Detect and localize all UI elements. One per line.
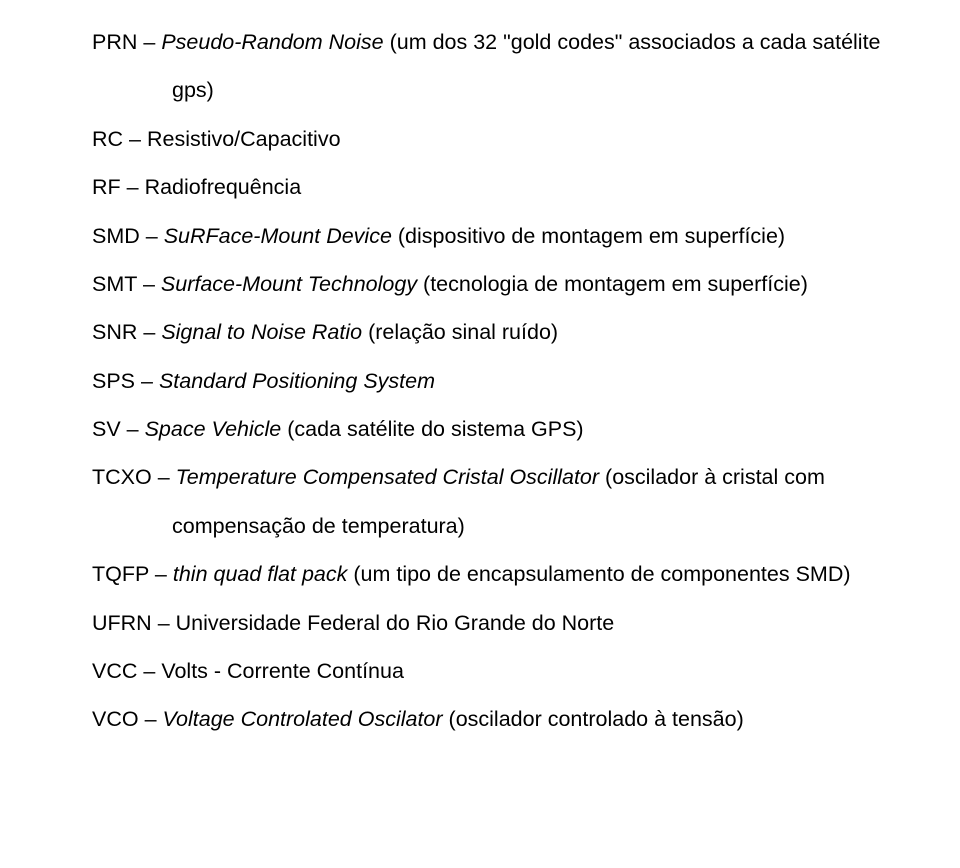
glossary-entry: SV – Space Vehicle (cada satélite do sis… [92, 405, 888, 453]
glossary-entry-continuation: gps) [92, 66, 888, 114]
term-definition-paren: (oscilador controlado à tensão) [449, 707, 744, 731]
term-definition: Resistivo/Capacitivo [147, 127, 341, 151]
term-definition-paren: (cada satélite do sistema GPS) [287, 417, 583, 441]
dash-separator: – [121, 417, 145, 441]
dash-separator: – [140, 224, 164, 248]
term-abbrev: PRN [92, 30, 137, 54]
glossary-entry: SPS – Standard Positioning System [92, 357, 888, 405]
term-abbrev: RF [92, 175, 121, 199]
term-definition-italic: Space Vehicle [145, 417, 288, 441]
term-abbrev: TCXO [92, 465, 152, 489]
dash-separator: – [137, 272, 161, 296]
term-definition-italic: Surface-Mount Technology [161, 272, 423, 296]
term-abbrev: SMD [92, 224, 140, 248]
glossary-entry: PRN – Pseudo-Random Noise (um dos 32 "go… [92, 18, 888, 66]
term-definition-paren: (tecnologia de montagem em superfície) [423, 272, 808, 296]
dash-separator: – [139, 707, 163, 731]
term-definition-paren: (um tipo de encapsulamento de componente… [353, 562, 850, 586]
dash-separator: – [137, 320, 161, 344]
term-abbrev: SNR [92, 320, 137, 344]
dash-separator: – [135, 369, 159, 393]
term-definition-italic: Voltage Controlated Oscilator [163, 707, 449, 731]
glossary-entry: VCO – Voltage Controlated Oscilator (osc… [92, 695, 888, 743]
term-abbrev: SV [92, 417, 121, 441]
term-definition-italic: Temperature Compensated Cristal Oscillat… [176, 465, 605, 489]
term-abbrev: SMT [92, 272, 137, 296]
glossary-entry: SMT – Surface-Mount Technology (tecnolog… [92, 260, 888, 308]
dash-separator: – [123, 127, 147, 151]
term-continuation: compensação de temperatura) [172, 514, 465, 538]
dash-separator: – [137, 659, 161, 683]
glossary-entry: RC – Resistivo/Capacitivo [92, 115, 888, 163]
term-abbrev: TQFP [92, 562, 149, 586]
glossary-page: PRN – Pseudo-Random Noise (um dos 32 "go… [0, 0, 960, 744]
term-definition-italic: SuRFace-Mount Device [164, 224, 398, 248]
dash-separator: – [121, 175, 145, 199]
glossary-entry: SMD – SuRFace-Mount Device (dispositivo … [92, 212, 888, 260]
term-abbrev: VCO [92, 707, 139, 731]
glossary-entry: UFRN – Universidade Federal do Rio Grand… [92, 599, 888, 647]
term-abbrev: RC [92, 127, 123, 151]
term-abbrev: SPS [92, 369, 135, 393]
glossary-entry: TQFP – thin quad flat pack (um tipo de e… [92, 550, 888, 598]
glossary-entry: VCC – Volts - Corrente Contínua [92, 647, 888, 695]
term-definition: Volts - Corrente Contínua [161, 659, 404, 683]
term-definition: Radiofrequência [145, 175, 302, 199]
dash-separator: – [149, 562, 173, 586]
term-definition-italic: Pseudo-Random Noise [161, 30, 389, 54]
term-definition-paren: (um dos 32 "gold codes" associados a cad… [390, 30, 881, 54]
glossary-entry: SNR – Signal to Noise Ratio (relação sin… [92, 308, 888, 356]
term-definition: Universidade Federal do Rio Grande do No… [176, 611, 615, 635]
term-definition-italic: thin quad flat pack [173, 562, 353, 586]
term-definition-paren: (relação sinal ruído) [368, 320, 558, 344]
term-definition-paren: (dispositivo de montagem em superfície) [398, 224, 785, 248]
glossary-entry: RF – Radiofrequência [92, 163, 888, 211]
glossary-entry-continuation: compensação de temperatura) [92, 502, 888, 550]
term-definition-italic: Signal to Noise Ratio [161, 320, 368, 344]
dash-separator: – [152, 611, 176, 635]
term-definition-italic: Standard Positioning System [159, 369, 435, 393]
term-abbrev: UFRN [92, 611, 152, 635]
glossary-entry: TCXO – Temperature Compensated Cristal O… [92, 453, 888, 501]
term-definition-paren: (oscilador à cristal com [605, 465, 825, 489]
term-continuation: gps) [172, 78, 214, 102]
dash-separator: – [152, 465, 176, 489]
term-abbrev: VCC [92, 659, 137, 683]
dash-separator: – [137, 30, 161, 54]
